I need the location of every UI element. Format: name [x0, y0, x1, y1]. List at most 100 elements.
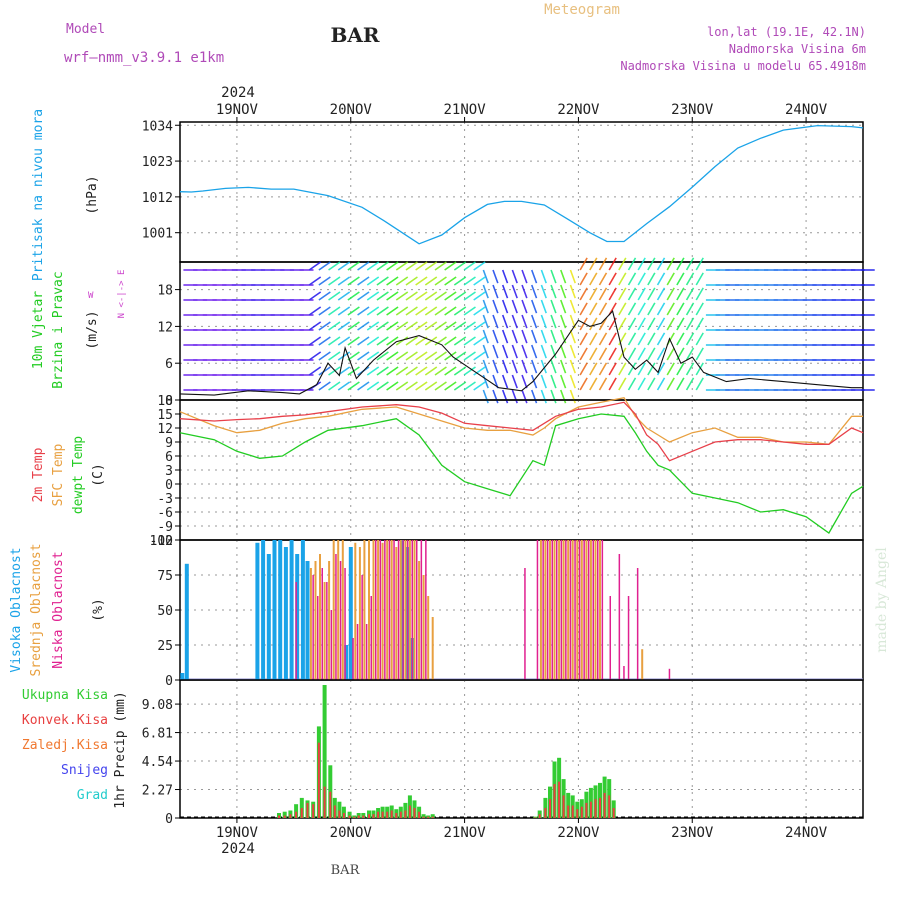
wind-barb [598, 347, 608, 361]
wind-barb [328, 336, 341, 346]
wind-barb [579, 302, 588, 316]
wind-barb [676, 287, 685, 301]
model-elevation-label: Nadmorska Visina u modelu 65.4918m [620, 59, 866, 73]
wind-barb [318, 306, 331, 316]
panel-frame [179, 399, 864, 541]
wind-barb [637, 377, 646, 391]
wind-barb [482, 299, 489, 314]
wind-barb [550, 284, 557, 299]
wind-barb [473, 381, 486, 391]
wind-barb [647, 377, 656, 391]
cloud-bar [627, 596, 630, 680]
bottom-day-label: 21NOV [444, 825, 487, 841]
bottom-day-label: 20NOV [330, 825, 373, 841]
wind-barb [395, 321, 409, 331]
wind-barb [386, 366, 399, 376]
wind-barb [579, 362, 588, 376]
wind-barb [695, 272, 704, 286]
wind-barb [318, 321, 331, 331]
wind-barb [424, 306, 438, 316]
wind-barb [347, 351, 360, 361]
wind-barb [347, 276, 360, 286]
wind-barb [453, 336, 467, 346]
wind-barb [328, 321, 341, 331]
elevation-label: Nadmorska Visina 6m [729, 42, 866, 56]
cloud-bar [326, 582, 328, 680]
wind-barb [540, 359, 547, 374]
wind-barb [318, 366, 331, 376]
conv-precip-bar [576, 809, 579, 818]
wind-barb [395, 381, 409, 391]
wind-barb [569, 269, 576, 284]
wind-barb [395, 291, 409, 301]
conv-precip-bar [594, 799, 597, 818]
wind-barb [501, 284, 509, 299]
cloud-bar [381, 542, 384, 680]
y-tick-label: -3 [157, 492, 173, 507]
wind-barb [608, 362, 617, 376]
wind-barb [386, 321, 399, 331]
wind-barb [560, 269, 567, 284]
y-tick-label: 6.81 [142, 727, 173, 742]
wind-barb [618, 317, 627, 331]
conv-precip-bar [353, 816, 356, 818]
wind-barb [589, 287, 598, 301]
wind-barb [405, 261, 418, 271]
wind-compass-label: N <-|-> E [117, 270, 127, 319]
y-tick-label: 18 [157, 394, 173, 409]
dewpoint-axis-label: dewpt Temp [71, 436, 86, 514]
y-tick-label: 0 [165, 394, 173, 409]
wind-barb [376, 351, 389, 361]
cloud-bar [418, 561, 421, 680]
panel-frame [179, 121, 864, 263]
total-precip-bar [430, 814, 435, 818]
wind-barb [569, 389, 576, 404]
conv-precip-bar [338, 810, 341, 818]
wind-unit: (m/s) [85, 310, 100, 349]
wind-barb [685, 317, 695, 331]
y-tick-label: 9.08 [142, 698, 173, 713]
y-tick-label: 100 [150, 534, 173, 549]
wind-barb [434, 381, 447, 391]
legend-graupel: Grad [77, 788, 108, 803]
wind-barb [453, 291, 467, 301]
cloud-bar [330, 610, 333, 680]
wind-barb [395, 306, 409, 316]
wind-barb [308, 366, 322, 376]
y-tick-label: 25 [157, 639, 173, 654]
cloud-bar [348, 547, 353, 680]
wind-barb [521, 284, 528, 299]
wind-barb [618, 302, 627, 316]
wind-barb [453, 381, 467, 391]
wind-barb [444, 366, 457, 376]
wind-barb [647, 317, 656, 331]
top-day-label: 22NOV [557, 102, 600, 118]
wind-barb [530, 284, 538, 299]
wind-barb [318, 261, 331, 271]
bottom-day-label: 24NOV [785, 825, 828, 841]
wind-barb [676, 377, 685, 391]
top-day-label: 24NOV [785, 102, 828, 118]
total-precip-bar [328, 765, 333, 818]
wind-barb [453, 366, 467, 376]
wind-barb [473, 366, 486, 376]
cloud-bar [344, 645, 349, 680]
wind-barb [685, 362, 695, 376]
wind-barb [511, 359, 518, 374]
wind-barb [647, 347, 656, 361]
cloud-bar [278, 540, 283, 680]
conv-precip-bar [329, 791, 332, 818]
wind-barb [453, 276, 467, 286]
wind-barb [424, 321, 438, 331]
wind-barb [463, 336, 476, 346]
legend-frozen-precip: Zaledj.Kisa [22, 738, 108, 753]
wind-barb [357, 351, 370, 361]
total-precip-bar [337, 801, 342, 818]
bottom-day-labels: 19NOV 20NOV 21NOV 22NOV 23NOV 24NOV [216, 818, 828, 841]
conv-precip-bar [558, 781, 561, 818]
wind-barb [598, 332, 608, 346]
wind-barb [328, 351, 341, 361]
cloud-bar [597, 540, 599, 680]
wind-barb [560, 374, 567, 389]
